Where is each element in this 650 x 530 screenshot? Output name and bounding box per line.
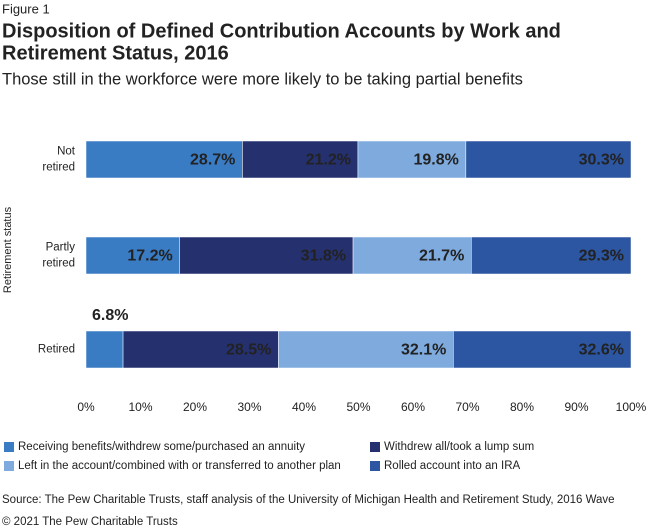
bar-segment <box>278 330 454 369</box>
legend-swatch <box>4 461 14 471</box>
data-label: 29.3% <box>579 248 624 265</box>
data-label: 17.2% <box>127 248 172 265</box>
data-label: 31.8% <box>301 248 346 265</box>
x-tick-label: 0% <box>77 400 95 414</box>
data-label: 32.6% <box>579 342 624 359</box>
y-tick-label: Retired <box>38 344 75 356</box>
bar-segment <box>357 140 467 179</box>
data-label: 28.5% <box>226 342 271 359</box>
chart-title: Disposition of Defined Contribution Acco… <box>2 20 561 42</box>
x-tick-label: 80% <box>510 400 534 414</box>
legend-swatch <box>370 461 380 471</box>
bar-segment <box>85 236 180 275</box>
legend-label: Receiving benefits/withdrew some/purchas… <box>18 441 305 453</box>
bar-segment <box>122 330 279 369</box>
y-axis-label: Retirement status <box>2 206 14 293</box>
bar-segment <box>471 236 632 275</box>
bar-segment <box>453 330 632 369</box>
y-tick-label-line: Partly <box>46 242 76 254</box>
bar-segment <box>179 236 354 275</box>
source: Source: The Pew Charitable Trusts, staff… <box>2 494 615 506</box>
y-tick-label: Not retired <box>42 146 75 174</box>
bar-segment <box>85 330 124 369</box>
legend-label: Left in the account/combined with or tra… <box>18 460 341 472</box>
y-tick-label: Partly retired <box>42 242 75 270</box>
data-label: 19.8% <box>413 152 458 169</box>
bar-segment <box>352 236 472 275</box>
x-tick-label: 30% <box>237 400 261 414</box>
x-tick-label: 10% <box>128 400 152 414</box>
data-label: 32.1% <box>401 342 446 359</box>
x-tick-label: 70% <box>455 400 479 414</box>
chart-subtitle: Those still in the workforce were more l… <box>2 70 523 88</box>
data-label: 6.8% <box>92 307 128 324</box>
legend-swatch <box>370 442 380 452</box>
y-tick-label-line: Not <box>57 146 76 158</box>
legend-label: Withdrew all/took a lump sum <box>384 441 534 453</box>
bar-segment <box>465 140 632 179</box>
legend-swatch <box>4 442 14 452</box>
data-label: 21.2% <box>306 152 351 169</box>
x-tick-label: 100% <box>616 400 647 414</box>
copyright: © 2021 The Pew Charitable Trusts <box>2 516 178 528</box>
y-tick-label-line: retired <box>42 258 75 270</box>
y-tick-label-line: retired <box>42 162 75 174</box>
x-tick-label: 40% <box>292 400 316 414</box>
chart-title: Retirement Status, 2016 <box>2 42 229 64</box>
bar-segment <box>85 140 243 179</box>
bar-segment <box>242 140 359 179</box>
x-tick-label: 90% <box>564 400 588 414</box>
legend-label: Rolled account into an IRA <box>384 460 520 472</box>
x-tick-label: 60% <box>401 400 425 414</box>
x-tick-label: 50% <box>346 400 370 414</box>
x-tick-label: 20% <box>183 400 207 414</box>
data-label: 21.7% <box>419 248 464 265</box>
data-label: 30.3% <box>579 152 624 169</box>
figure-label: Figure 1 <box>2 1 50 16</box>
data-label: 28.7% <box>190 152 235 169</box>
